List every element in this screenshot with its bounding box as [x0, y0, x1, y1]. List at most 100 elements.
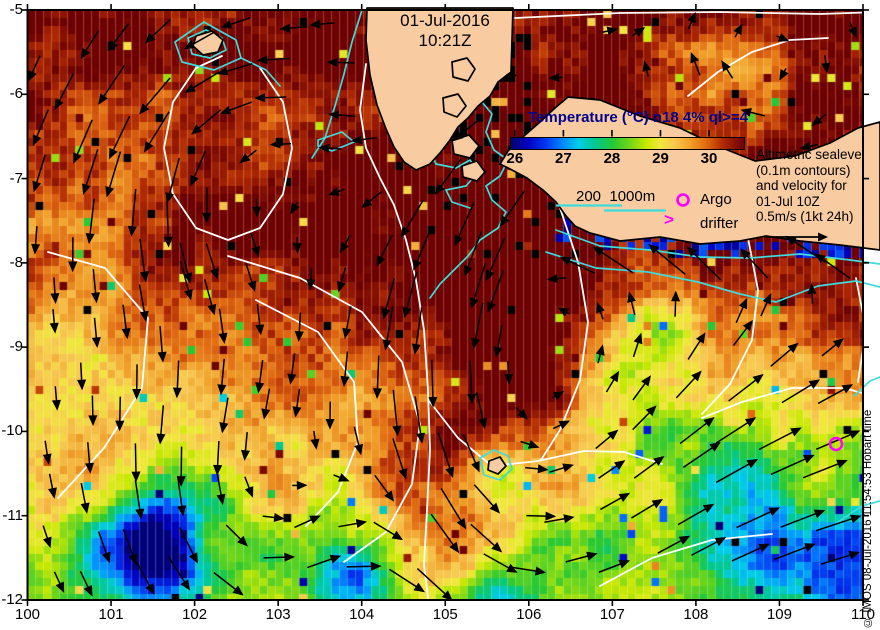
velocity-arrow-head [217, 384, 227, 396]
velocity-arrow-head [218, 332, 228, 344]
velocity-arrow-head [128, 553, 137, 565]
bathymetry-contour [317, 131, 355, 152]
velocity-arrow-head [177, 505, 187, 517]
velocity-arrow-head [54, 98, 64, 110]
velocity-arrow-head [596, 301, 605, 314]
velocity-arrow-head [504, 373, 514, 385]
velocity-arrow-head [325, 418, 335, 430]
velocity-arrow-head [85, 233, 95, 245]
velocity-arrow-head [738, 297, 748, 310]
velocity-arrow-head [618, 559, 631, 569]
velocity-arrow-head [517, 408, 528, 420]
y-axis-tick-label: -11 [2, 506, 23, 524]
temperature-colorbar [510, 137, 745, 150]
y-axis-tick-label: -6 [9, 85, 23, 103]
bathymetry-contour [187, 29, 227, 59]
velocity-arrow-head [306, 279, 316, 291]
velocity-arrow-head [799, 141, 812, 151]
sea-level-contour [599, 533, 773, 587]
velocity-arrow-head [329, 554, 342, 564]
velocity-arrow-head [848, 26, 857, 39]
velocity-arrow-head [105, 185, 115, 198]
velocity-arrow-head [527, 440, 540, 449]
velocity-arrow-head [714, 537, 727, 547]
velocity-arrow-head [499, 215, 510, 227]
velocity-arrow-head [157, 351, 167, 363]
velocity-arrow-head [256, 55, 268, 65]
map-time-label: 10:21Z [418, 31, 472, 50]
velocity-arrow-head [434, 183, 445, 195]
velocity-arrow-head [80, 502, 90, 514]
velocity-arrow-head [563, 514, 575, 524]
velocity-arrow-head [413, 259, 422, 271]
velocity-arrow-head [328, 110, 340, 120]
velocity-arrow-head [696, 332, 706, 344]
velocity-arrow-head [606, 26, 618, 36]
velocity-arrow-head [813, 509, 826, 519]
velocity-arrow-head [183, 272, 193, 284]
y-axis-tick-label: -10 [1, 422, 23, 440]
land-island [461, 160, 486, 182]
velocity-arrow-head [687, 11, 696, 24]
velocity-arrow-head [413, 582, 425, 593]
velocity-arrow-head [340, 375, 350, 388]
velocity-arrow-head [464, 264, 473, 277]
velocity-arrow-head [821, 62, 831, 74]
velocity-arrow-head [143, 141, 154, 153]
velocity-arrow-head [83, 584, 93, 597]
sea-level-contour [514, 11, 880, 19]
y-axis-tick-label: -5 [9, 1, 23, 18]
bathymetry-contour [240, 57, 281, 87]
velocity-arrow-head [50, 293, 60, 304]
velocity-arrow-head [296, 480, 308, 490]
velocity-arrow-head [273, 512, 285, 522]
velocity-arrow-head [445, 466, 455, 479]
velocity-arrow-head [609, 370, 620, 383]
velocity-arrow-head [548, 73, 560, 83]
y-axis-tick-label: -9 [9, 338, 23, 356]
velocity-arrow-head [326, 57, 338, 67]
velocity-arrow-head [290, 202, 300, 215]
altimetry-note-line: Altimetric sealevel [756, 147, 865, 162]
velocity-arrow-head [145, 583, 155, 595]
velocity-arrow-head [372, 388, 382, 399]
velocity-arrow-head [42, 453, 52, 465]
x-axis-tick-label: 100 [14, 606, 41, 623]
velocity-arrow-head [487, 301, 496, 313]
velocity-arrow-head [28, 70, 37, 82]
velocity-arrow-head [361, 198, 373, 209]
velocity-arrow-head [232, 585, 244, 596]
velocity-arrow-head [645, 405, 657, 417]
velocity-arrow-head [552, 391, 565, 401]
altimetry-note-line: and velocity for [756, 178, 847, 194]
velocity-arrow-head [107, 40, 118, 52]
altimetry-note-line: (0.1m contours) [756, 162, 851, 178]
velocity-arrow-head [804, 543, 816, 552]
x-axis-tick-label: 104 [349, 606, 375, 623]
velocity-arrow-head [678, 535, 691, 545]
velocity-arrow-head [382, 339, 392, 351]
colorbar-tick-label: 26 [506, 150, 524, 167]
velocity-arrow-head [836, 459, 848, 469]
velocity-arrow-head [814, 253, 827, 264]
velocity-arrow-head [219, 105, 232, 115]
drifter-legend-icon: > [664, 210, 674, 229]
velocity-arrow-head [294, 331, 304, 342]
velocity-arrow-head [467, 393, 477, 405]
x-axis-tick-label: 106 [516, 606, 542, 623]
velocity-arrow-head [768, 507, 781, 517]
velocity-arrow-head [49, 322, 59, 334]
velocity-arrow-head [376, 255, 386, 267]
velocity-arrow-head [848, 430, 861, 439]
velocity-arrow-head [489, 502, 501, 514]
velocity-arrow-head [139, 271, 149, 283]
velocity-arrow-head [803, 454, 815, 464]
velocity-arrow-head [42, 536, 52, 549]
velocity-arrow-head [82, 183, 91, 195]
argo-float-marker [828, 436, 844, 452]
velocity-arrow-head [292, 242, 302, 254]
velocity-arrow-head [239, 153, 251, 164]
velocity-arrow-head [411, 343, 421, 355]
velocity-arrow-head [787, 342, 799, 354]
